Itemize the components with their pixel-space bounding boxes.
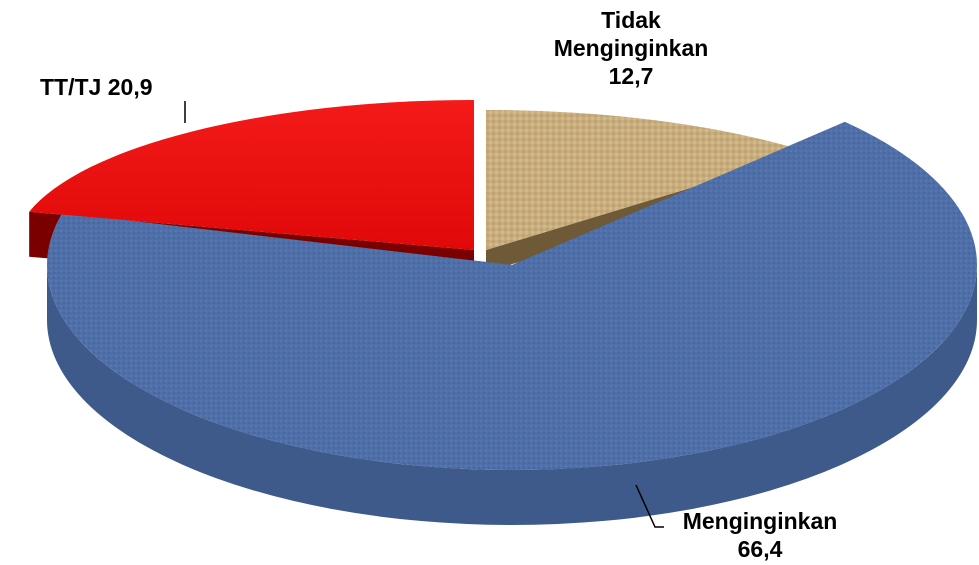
- label-tt-tj: TT/TJ 20,9: [40, 73, 153, 101]
- label-tidak-line2: Menginginkan: [553, 35, 709, 61]
- label-tidak-menginginkan: Tidak Menginginkan 12,7: [540, 6, 722, 90]
- label-tidak-value: 12,7: [608, 63, 654, 89]
- slice-side-tidak: [486, 110, 809, 272]
- slice-top-tidak: [486, 110, 809, 250]
- label-tttj-value: 20,9: [107, 74, 153, 100]
- label-tttj-name: TT/TJ: [40, 74, 102, 100]
- leader-lines: [184, 101, 664, 528]
- label-menginginkan-value: 66,4: [737, 536, 783, 562]
- slice-top-tttj: [29, 100, 474, 250]
- leader-line-menginginkan: [635, 484, 664, 528]
- label-menginginkan: Menginginkan 66,4: [660, 507, 860, 563]
- label-tidak-line1: Tidak: [601, 7, 661, 33]
- slice-top-menginginkan: [47, 121, 978, 470]
- label-menginginkan-name: Menginginkan: [682, 508, 838, 534]
- slice-tops: [29, 100, 978, 470]
